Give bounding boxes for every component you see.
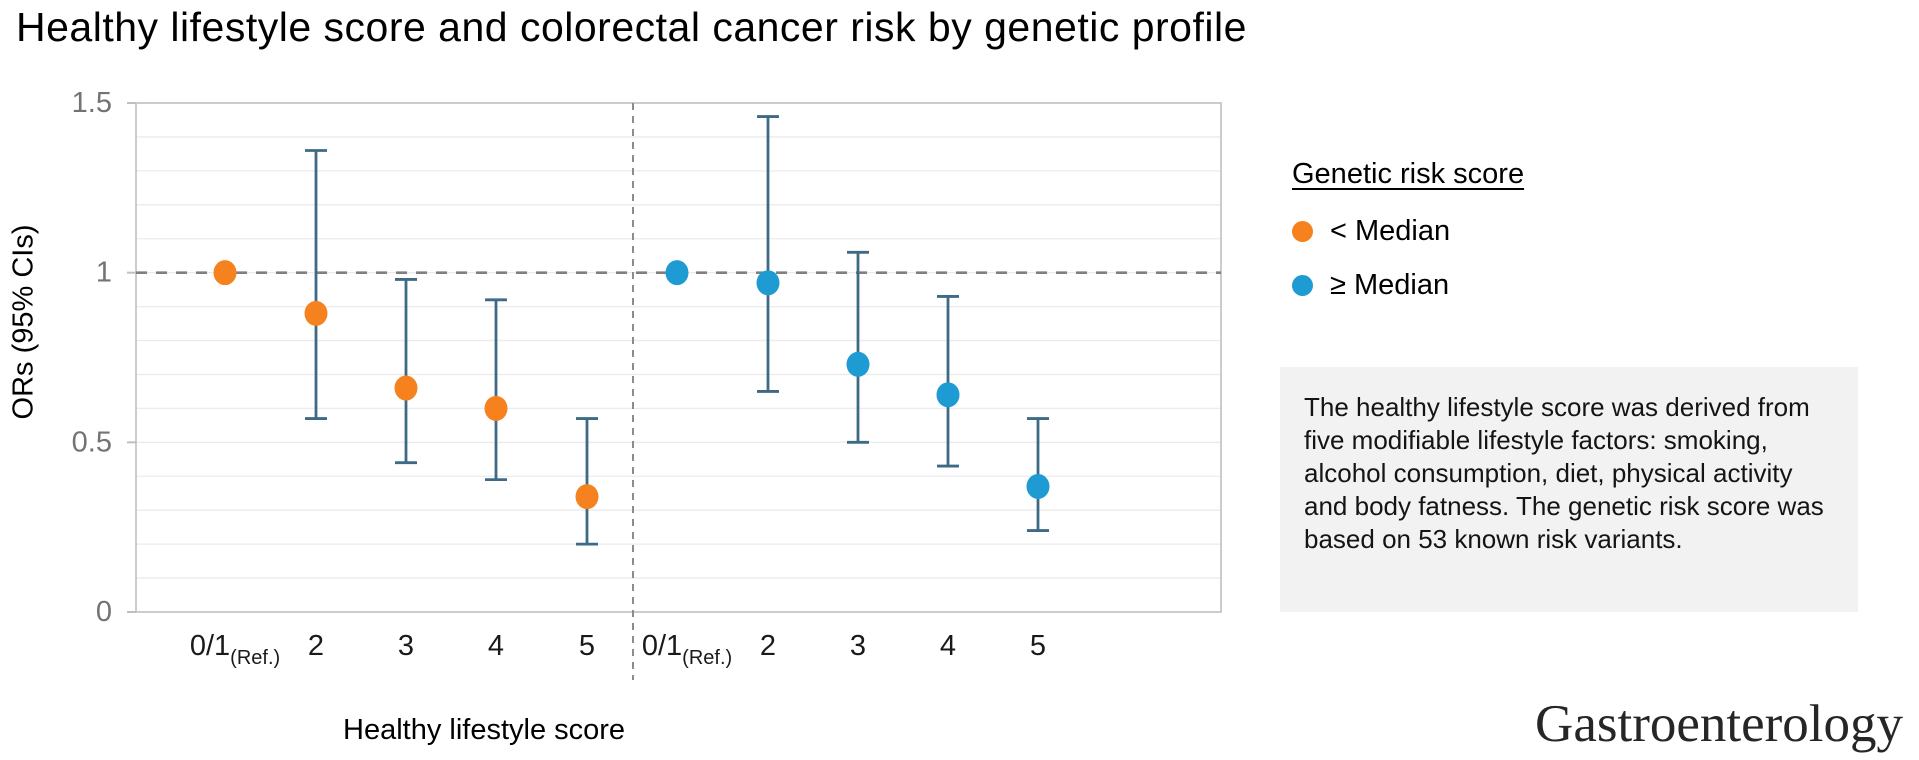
data-point-lt-median [484, 395, 508, 421]
x-tick-label: 4 [940, 630, 956, 662]
data-point-ge-median [756, 270, 780, 296]
x-tick-label: 2 [308, 630, 324, 662]
x-tick-label: 3 [850, 630, 866, 662]
x-tick-label: 5 [1030, 630, 1046, 662]
data-point-lt-median [213, 260, 237, 286]
x-tick-label: 4 [488, 630, 504, 662]
x-tick-label: 5 [579, 630, 595, 662]
legend: Genetic risk score < Median ≥ Median [1292, 158, 1524, 323]
note-box: The healthy lifestyle score was derived … [1280, 367, 1858, 612]
legend-title: Genetic risk score [1292, 158, 1525, 190]
lt-median-marker-icon [1292, 221, 1313, 242]
y-tick-label: 1 [96, 257, 112, 289]
x-tick-label-ref: 0/1(Ref.) [642, 630, 732, 669]
data-point-ge-median [1026, 473, 1050, 499]
y-tick-label: 1.5 [72, 87, 112, 119]
ge-median-marker-icon [1292, 275, 1313, 296]
data-point-lt-median [394, 375, 418, 401]
data-point-ge-median [846, 351, 870, 377]
legend-item-label: < Median [1330, 215, 1451, 247]
legend-item-lt-median: < Median [1292, 215, 1524, 248]
journal-logo: Gastroenterology [1535, 695, 1903, 753]
y-tick-label: 0.5 [72, 426, 112, 458]
y-tick-label: 0 [96, 596, 112, 628]
plot-border [135, 102, 1222, 613]
data-point-lt-median [575, 484, 599, 510]
data-point-ge-median [936, 382, 960, 408]
x-tick-label: 2 [760, 630, 776, 662]
data-point-lt-median [304, 300, 328, 326]
figure-title: Healthy lifestyle score and colorectal c… [16, 4, 1247, 50]
legend-item-ge-median: ≥ Median [1292, 269, 1524, 302]
x-axis-title: Healthy lifestyle score [343, 714, 626, 746]
legend-item-label: ≥ Median [1330, 269, 1450, 301]
data-point-ge-median [665, 260, 689, 286]
x-tick-label-ref: 0/1(Ref.) [190, 630, 280, 669]
x-tick-label: 3 [398, 630, 414, 662]
